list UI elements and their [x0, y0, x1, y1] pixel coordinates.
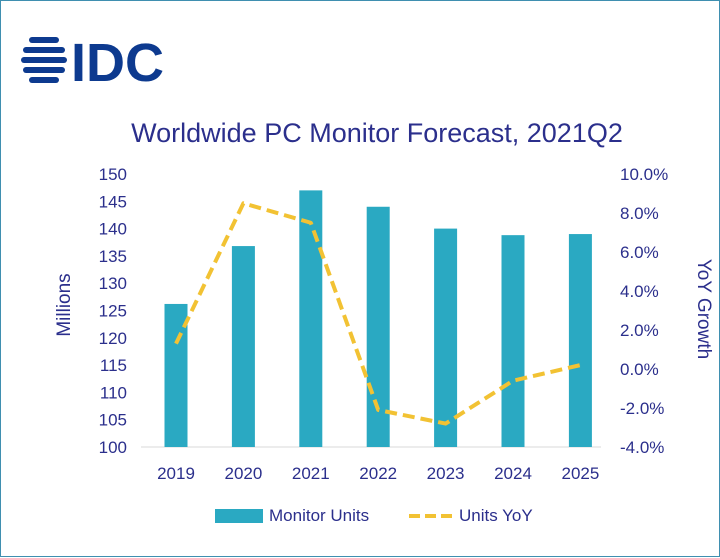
y-tick-label: 125 — [99, 302, 127, 321]
y-tick-label: 110 — [100, 383, 127, 402]
bar-2025 — [569, 234, 592, 447]
y2-axis-ticks: -4.0% -2.0% 0.0% 2.0% 4.0% 6.0% 8.0% 10.0% — [620, 165, 668, 457]
y-tick-label: 120 — [99, 329, 127, 348]
y2-tick-label: -2.0% — [620, 399, 664, 418]
y-tick-label: 100 — [99, 438, 127, 457]
y2-axis-label: YoY Growth — [693, 259, 714, 359]
y-tick-label: 145 — [99, 192, 127, 211]
idc-logo: IDC — [21, 33, 164, 93]
y2-tick-label: 8.0% — [620, 204, 659, 223]
y-tick-label: 115 — [100, 356, 127, 375]
x-tick-label: 2022 — [359, 464, 397, 483]
x-tick-label: 2024 — [494, 464, 532, 483]
y2-tick-label: 0.0% — [620, 360, 659, 379]
legend-label-monitor-units: Monitor Units — [269, 506, 369, 525]
chart-title: Worldwide PC Monitor Forecast, 2021Q2 — [131, 118, 623, 148]
x-tick-label: 2020 — [224, 464, 262, 483]
bar-2021 — [299, 190, 322, 447]
x-tick-label: 2021 — [292, 464, 330, 483]
y-tick-label: 135 — [99, 247, 127, 266]
y2-tick-label: -4.0% — [620, 438, 664, 457]
y-tick-label: 105 — [99, 411, 127, 430]
y2-tick-label: 4.0% — [620, 282, 659, 301]
logo-text: IDC — [71, 33, 164, 93]
y2-tick-label: 2.0% — [620, 321, 659, 340]
bar-2020 — [232, 246, 255, 447]
y2-tick-label: 10.0% — [620, 165, 668, 184]
y-axis-ticks: 100 105 110 115 120 125 130 135 140 145 150 — [99, 165, 127, 457]
legend-label-units-yoy: Units YoY — [459, 506, 533, 525]
y-tick-label: 150 — [99, 165, 127, 184]
bar-2024 — [502, 235, 525, 447]
legend: Monitor Units Units YoY — [215, 506, 533, 525]
bar-2023 — [434, 229, 457, 447]
x-tick-label: 2023 — [427, 464, 465, 483]
globe-lines-icon — [21, 37, 67, 83]
legend-swatch-monitor-units — [215, 509, 263, 523]
x-axis-ticks: 2019 2020 2021 2022 2023 2024 2025 — [157, 464, 599, 483]
y-tick-label: 140 — [99, 220, 127, 239]
x-tick-label: 2025 — [561, 464, 599, 483]
y-axis-label: Millions — [54, 273, 75, 336]
y-tick-label: 130 — [99, 274, 127, 293]
x-tick-label: 2019 — [157, 464, 195, 483]
y2-tick-label: 6.0% — [620, 243, 659, 262]
